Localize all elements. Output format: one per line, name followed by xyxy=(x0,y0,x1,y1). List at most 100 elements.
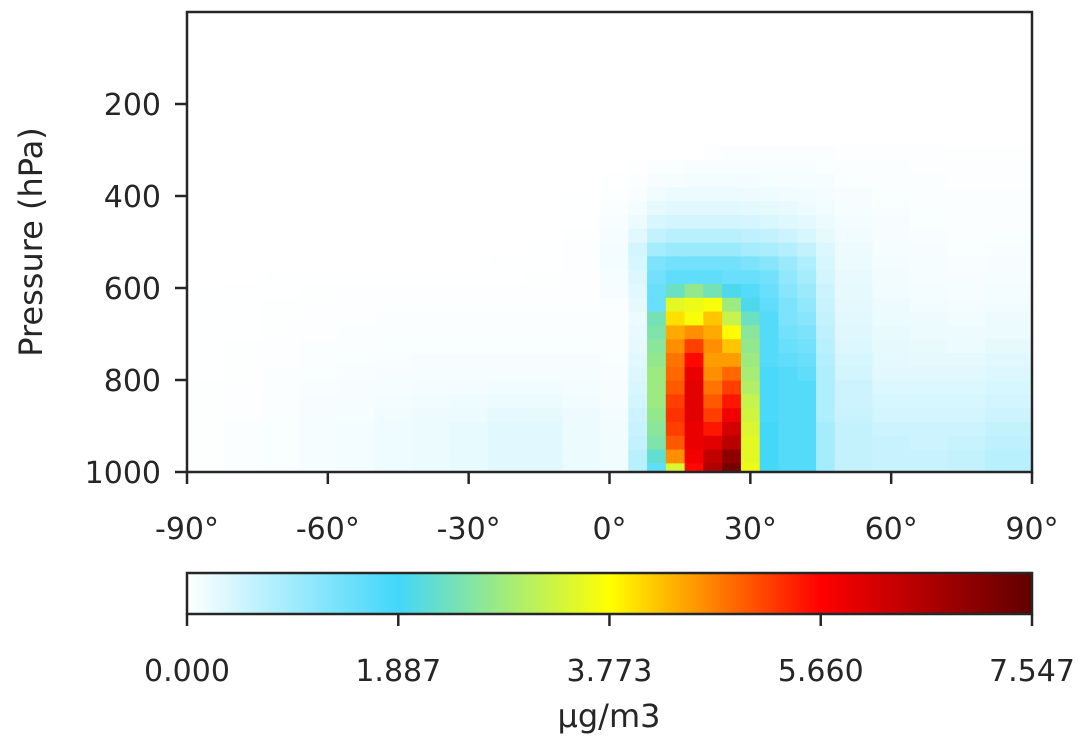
heatmap-cell xyxy=(449,186,489,202)
heatmap-cell xyxy=(262,145,301,160)
heatmap-cell xyxy=(187,269,226,284)
y-tick-label: 1000 xyxy=(85,456,161,491)
heatmap-cell xyxy=(628,462,648,473)
heatmap-cell xyxy=(187,380,226,395)
heatmap-cell xyxy=(703,380,723,395)
heatmap-cell xyxy=(262,214,301,229)
heatmap-cell xyxy=(684,145,704,160)
heatmap-cell xyxy=(703,145,723,160)
heatmap-cell xyxy=(628,311,648,326)
heatmap-cell xyxy=(778,421,798,436)
heatmap-cell xyxy=(665,380,686,395)
heatmap-cell xyxy=(374,228,413,243)
heatmap-cell xyxy=(816,159,836,174)
x-tick-label: 30° xyxy=(724,512,777,547)
heatmap-cell xyxy=(947,435,986,450)
heatmap-cell xyxy=(703,449,723,464)
heatmap-cell xyxy=(872,366,911,381)
heatmap-cell xyxy=(909,242,949,257)
heatmap-cell xyxy=(759,380,780,395)
heatmap-cell xyxy=(600,366,629,381)
heatmap-cell xyxy=(909,366,949,381)
heatmap-cell xyxy=(872,242,911,257)
heatmap-cell xyxy=(947,255,986,271)
heatmap-cell xyxy=(412,159,451,174)
heatmap-cell xyxy=(665,297,686,312)
heatmap-cell xyxy=(778,366,798,381)
x-tick-label: 60° xyxy=(865,512,918,547)
heatmap-cell xyxy=(778,462,798,473)
heatmap-cell xyxy=(722,352,742,367)
heatmap-cell xyxy=(797,462,817,473)
heatmap-cell xyxy=(985,311,1033,326)
heatmap-cell xyxy=(722,145,742,160)
heatmap-cell xyxy=(909,380,949,395)
heatmap-cell xyxy=(299,338,338,353)
heatmap-cell xyxy=(985,242,1033,257)
heatmap-cell xyxy=(647,435,667,450)
heatmap-cell xyxy=(337,214,376,229)
heatmap-cell xyxy=(600,186,629,202)
heatmap-cell xyxy=(778,324,798,340)
colorbar-ticks: 0.000 1.887 3.773 5.660 7.547 xyxy=(144,614,1075,689)
heatmap-cell xyxy=(374,393,413,409)
heatmap-cell xyxy=(449,283,489,298)
heatmap-cell xyxy=(797,338,817,353)
heatmap-cell xyxy=(525,200,564,215)
y-axis-ticks: 200 400 600 800 1000 xyxy=(85,88,187,491)
heatmap-cell xyxy=(872,255,911,271)
heatmap-cell xyxy=(985,421,1033,436)
heatmap-cell xyxy=(449,435,489,450)
heatmap-cell xyxy=(449,200,489,215)
heatmap-cell xyxy=(797,255,817,271)
heatmap-cell xyxy=(187,283,226,298)
heatmap-cell xyxy=(337,462,376,473)
heatmap-cell xyxy=(872,186,911,202)
heatmap-cell xyxy=(487,393,526,409)
heatmap-cell xyxy=(262,173,301,188)
heatmap-cell xyxy=(909,393,949,409)
heatmap-cell xyxy=(872,338,911,353)
heatmap-cell xyxy=(684,352,704,367)
heatmap-cell xyxy=(778,186,798,202)
heatmap-cell xyxy=(834,380,873,395)
heatmap-cell xyxy=(449,242,489,257)
heatmap-cell xyxy=(224,269,263,284)
heatmap-cell xyxy=(337,269,376,284)
heatmap-cell xyxy=(872,324,911,340)
heatmap-cell xyxy=(224,200,263,215)
heatmap-cell xyxy=(487,269,526,284)
heatmap-cell xyxy=(947,393,986,409)
heatmap-cell xyxy=(684,421,704,436)
x-tick-label: 0° xyxy=(592,512,626,547)
heatmap-cell xyxy=(224,173,263,188)
heatmap-cell xyxy=(487,338,526,353)
heatmap-cell xyxy=(262,297,301,312)
heatmap-cell xyxy=(224,255,263,271)
heatmap-cell xyxy=(872,380,911,395)
heatmap-cell xyxy=(449,449,489,464)
heatmap-cell xyxy=(224,214,263,229)
heatmap-cell xyxy=(412,297,451,312)
heatmap-cell xyxy=(262,352,301,367)
heatmap-cell xyxy=(187,421,226,436)
heatmap-cell xyxy=(909,435,949,450)
heatmap-cell xyxy=(628,435,648,450)
heatmap-cell xyxy=(262,186,301,202)
heatmap-cell xyxy=(647,297,667,312)
heatmap-cell xyxy=(525,338,564,353)
heatmap-cell xyxy=(449,407,489,422)
heatmap-cell xyxy=(299,283,338,298)
heatmap-cell xyxy=(562,297,601,312)
heatmap-cell xyxy=(872,297,911,312)
heatmap-cell xyxy=(722,269,742,284)
heatmap-cell xyxy=(562,311,601,326)
heatmap-cell xyxy=(985,200,1033,215)
heatmap-cell xyxy=(299,145,338,160)
heatmap-cell xyxy=(562,242,601,257)
heatmap-cell xyxy=(740,407,761,422)
heatmap-cell xyxy=(665,338,686,353)
heatmap-cell xyxy=(647,462,667,473)
heatmap-cell xyxy=(224,145,263,160)
heatmap-cell xyxy=(647,352,667,367)
